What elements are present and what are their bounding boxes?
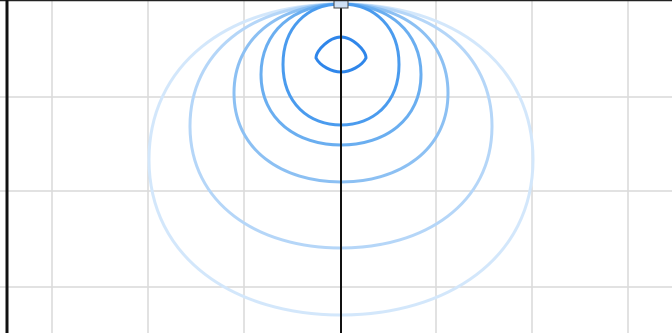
source-marker	[333, 0, 349, 9]
